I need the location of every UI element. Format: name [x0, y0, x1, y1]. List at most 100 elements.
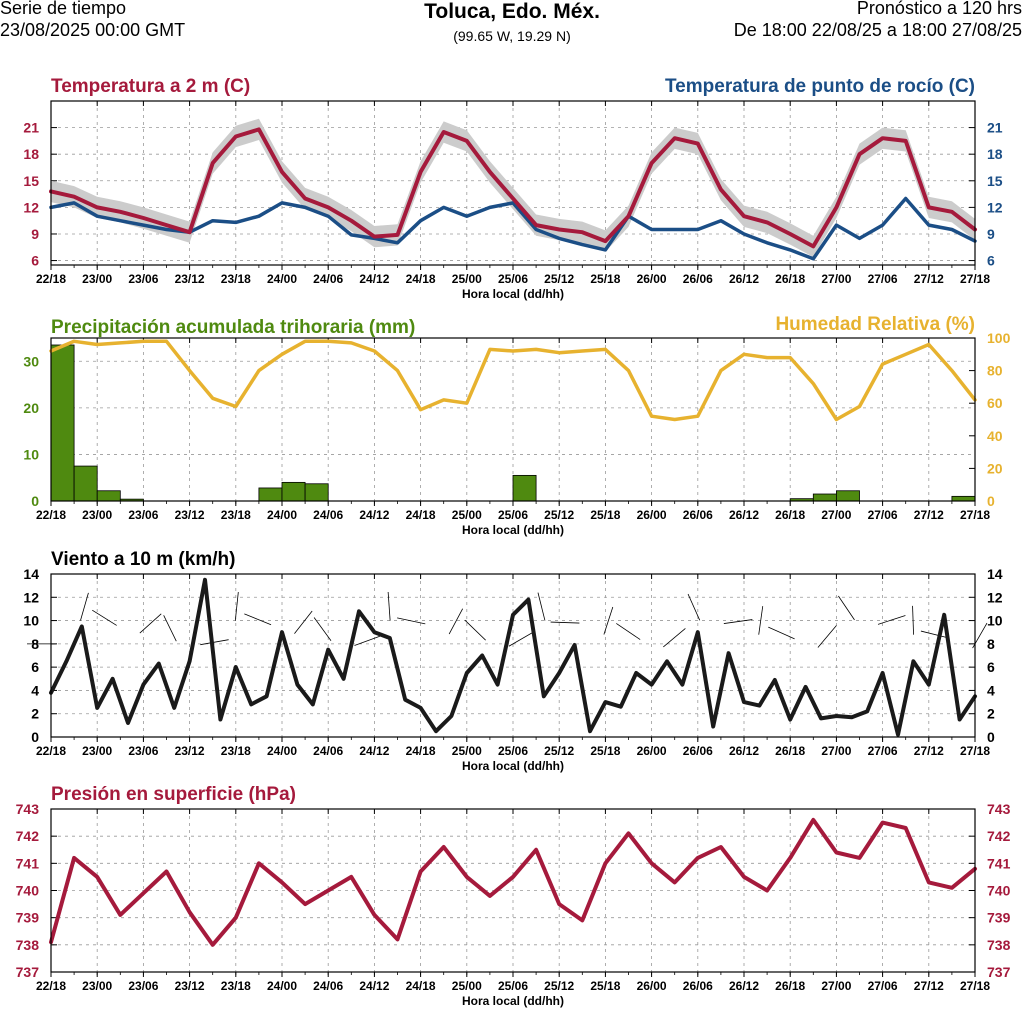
temperature-point — [627, 215, 630, 217]
y-tick-label-left: 9 — [31, 226, 39, 242]
x-tick-label: 25/18 — [590, 272, 620, 286]
wind-barb — [92, 609, 117, 626]
y-tick-label-right: 18 — [987, 146, 1003, 162]
x-tick-label: 23/00 — [82, 508, 112, 522]
x-tick-label: 27/18 — [960, 508, 990, 522]
precipitation-bar — [951, 495, 976, 502]
x-tick-label: 26/12 — [729, 272, 759, 286]
wind-point — [820, 717, 822, 719]
x-tick-label: 25/18 — [590, 979, 620, 993]
relative-humidity-point — [258, 370, 260, 372]
y-tick-label-left: 2 — [31, 706, 39, 722]
relative-humidity-point — [512, 350, 514, 352]
x-tick-label: 26/06 — [683, 272, 713, 286]
dewpoint-point — [905, 197, 907, 200]
y-tick-label-right: 100 — [987, 330, 1011, 346]
temperature-point — [96, 206, 98, 208]
wind-point — [620, 706, 622, 708]
dewpoint-point — [928, 224, 930, 226]
dewpoint-point — [489, 206, 491, 208]
pressure-point — [350, 876, 352, 878]
dewpoint-point — [350, 234, 352, 236]
pressure-point — [212, 944, 214, 946]
pressure-point — [558, 903, 560, 905]
relative-humidity-point — [766, 356, 768, 359]
plot-frame — [50, 573, 976, 738]
y-tick-label-left: 739 — [16, 910, 40, 926]
y-tick-label-right: 742 — [987, 828, 1011, 844]
y-tick-label-right: 740 — [987, 883, 1011, 899]
x-tick-label: 25/12 — [544, 979, 574, 993]
temperature-point — [466, 140, 468, 142]
x-tick-label: 27/18 — [960, 272, 990, 286]
temperature-point — [743, 215, 745, 217]
pressure-point — [373, 914, 375, 916]
relative-humidity-point — [373, 350, 375, 352]
dewpoint-point — [258, 215, 260, 217]
pressure-point — [743, 876, 745, 878]
y-tick-label-right: 12 — [987, 199, 1003, 215]
dewpoint-point — [142, 224, 144, 226]
pressure-point — [651, 862, 653, 864]
wind-point — [882, 672, 884, 674]
pressure-point — [882, 821, 884, 824]
wind-point — [435, 730, 437, 732]
header-left-line2: 23/08/2025 00:00 GMT — [0, 20, 186, 40]
y-tick-label-left: 15 — [23, 173, 39, 189]
x-tick-label: 22/18 — [36, 979, 66, 993]
temperature-point — [905, 140, 907, 142]
relative-humidity-point — [743, 353, 745, 355]
y-tick-label-right: 12 — [987, 589, 1003, 605]
wind-point — [81, 625, 83, 627]
temperature-point — [212, 162, 214, 164]
pressure-point — [905, 827, 907, 829]
pressure-point — [928, 881, 930, 883]
temperature-point — [812, 245, 814, 247]
dewpoint-point — [674, 228, 676, 231]
precipitation-bar — [836, 490, 860, 502]
relative-humidity-point — [304, 340, 306, 342]
x-tick-label: 27/12 — [914, 744, 944, 758]
dewpoint-point — [443, 206, 445, 208]
wind-barb — [234, 592, 239, 621]
wind-point — [404, 699, 406, 701]
relative-humidity-point — [674, 418, 676, 421]
x-tick-label: 24/18 — [406, 979, 436, 993]
panel-title-precipitation: Precipitación acumulada trihoraria (mm) — [51, 317, 415, 338]
x-tick-label: 23/00 — [82, 979, 112, 993]
relative-humidity-point — [905, 353, 907, 355]
panel-title-dewpoint: Temperatura de punto de rocío (C) — [665, 76, 975, 97]
y-tick-label-right: 743 — [987, 801, 1011, 817]
precipitation-bar — [512, 474, 537, 502]
temperature-point — [443, 131, 445, 133]
y-tick-label-left: 6 — [31, 253, 39, 269]
x-tick-label: 22/18 — [36, 272, 66, 286]
wind-point — [912, 660, 915, 662]
y-tick-label-right: 10 — [987, 613, 1003, 629]
x-tick-label: 26/00 — [637, 508, 667, 522]
dewpoint-point — [951, 228, 953, 231]
y-tick-label-left: 737 — [16, 964, 40, 980]
x-tick-label: 23/12 — [175, 744, 205, 758]
temperature-point — [835, 206, 838, 208]
y-tick-label-right: 2 — [987, 706, 995, 722]
pressure-point — [396, 938, 399, 941]
y-tick-label-right: 8 — [987, 636, 995, 652]
x-tick-label: 24/06 — [313, 272, 343, 286]
x-tick-label: 24/18 — [406, 744, 436, 758]
dewpoint-point — [835, 224, 838, 226]
y-tick-label-left: 6 — [31, 659, 39, 675]
relative-humidity-point — [835, 418, 838, 421]
wind-point — [296, 684, 298, 686]
precipitation-bar — [258, 487, 283, 502]
y-tick-label-left: 21 — [23, 120, 39, 136]
y-tick-label-left: 4 — [31, 682, 39, 698]
x-tick-label: 24/12 — [359, 272, 389, 286]
temperature-point — [142, 217, 144, 219]
relative-humidity-point — [858, 405, 861, 408]
relative-humidity-point — [581, 350, 583, 352]
pressure-point — [281, 881, 283, 883]
y-tick-label-left: 30 — [23, 353, 39, 369]
relative-humidity-point — [951, 370, 953, 372]
wind-point — [373, 631, 375, 633]
